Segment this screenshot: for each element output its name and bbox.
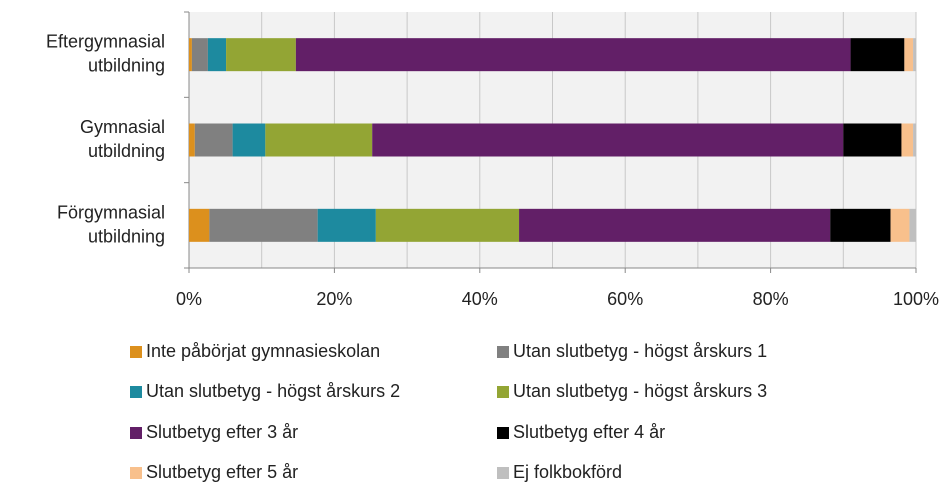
legend-label: Ej folkbokförd [513, 462, 622, 482]
bar-segment [189, 123, 195, 157]
bar-segment [913, 123, 916, 157]
y-tick-label-line: utbildning [88, 226, 165, 246]
bar-segment [209, 208, 318, 242]
bar-segment [890, 208, 910, 242]
y-tick-label: Gymnasial utbildning [80, 117, 165, 161]
bar-segment [295, 38, 851, 72]
bar-segment [189, 208, 210, 242]
legend-marker [130, 346, 142, 358]
x-tick-label: 0% [176, 289, 202, 309]
legend-marker [497, 346, 509, 358]
bar-segment [189, 38, 192, 72]
legend-marker [497, 467, 509, 479]
y-tick-label-line: Förgymnasial [57, 202, 165, 222]
bar-segment [194, 123, 233, 157]
legend-label: Utan slutbetyg - högst årskurs 1 [513, 341, 767, 361]
bar-segment [519, 208, 831, 242]
legend-marker [497, 386, 509, 398]
legend-marker [130, 427, 142, 439]
x-tick-label: 20% [316, 289, 352, 309]
bar-segment [191, 38, 208, 72]
bar-segment [850, 38, 905, 72]
x-tick-label: 40% [462, 289, 498, 309]
bar-segment [317, 208, 376, 242]
legend-marker [497, 427, 509, 439]
legend-label: Utan slutbetyg - högst årskurs 3 [513, 381, 767, 401]
y-tick-label: Eftergymnasial utbildning [46, 31, 165, 75]
bar-segment [901, 123, 914, 157]
bar-segment [843, 123, 902, 157]
bar-segment [265, 123, 373, 157]
bar-segment [904, 38, 914, 72]
bar-segment [207, 38, 227, 72]
legend-marker [130, 386, 142, 398]
x-tick-label: 60% [607, 289, 643, 309]
bar-segment [226, 38, 296, 72]
legend-label: Slutbetyg efter 3 år [146, 422, 298, 442]
bar-segment [830, 208, 891, 242]
y-tick-label-line: utbildning [88, 141, 165, 161]
x-tick-label: 80% [753, 289, 789, 309]
bar-segment [909, 208, 916, 242]
legend-label: Utan slutbetyg - högst årskurs 2 [146, 381, 400, 401]
y-tick-label-line: Gymnasial [80, 117, 165, 137]
legend-label: Slutbetyg efter 5 år [146, 462, 298, 482]
y-tick-label: Förgymnasial utbildning [57, 202, 165, 246]
bar-segment [232, 123, 266, 157]
legend-label: Inte påbörjat gymnasieskolan [146, 341, 380, 361]
x-tick-label: 100% [893, 289, 939, 309]
bar-segment [913, 38, 916, 72]
bar-segment [375, 208, 520, 242]
bar-segment [372, 123, 844, 157]
y-tick-label-line: Eftergymnasial [46, 31, 165, 51]
legend-marker [130, 467, 142, 479]
legend-label: Slutbetyg efter 4 år [513, 422, 665, 442]
y-tick-label-line: utbildning [88, 55, 165, 75]
